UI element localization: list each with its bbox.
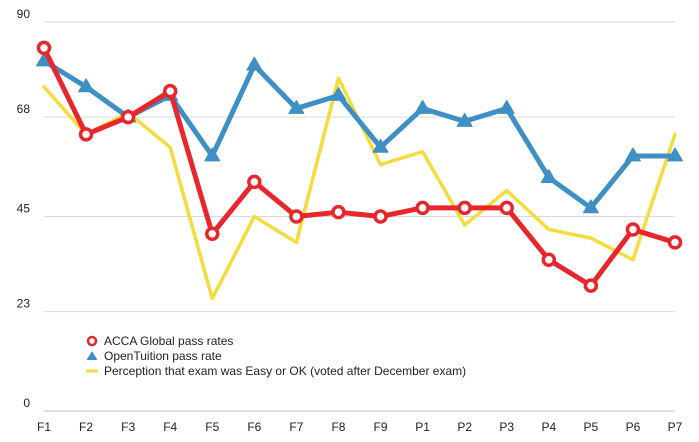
data-point-circle bbox=[499, 200, 514, 216]
y-tick-label: 0 bbox=[23, 396, 30, 410]
x-tick-label: P1 bbox=[415, 420, 430, 434]
x-tick-label: P4 bbox=[541, 420, 556, 434]
data-point-triangle bbox=[246, 56, 263, 71]
data-point-circle bbox=[667, 235, 683, 250]
data-point-triangle bbox=[498, 99, 515, 114]
x-tick-label: F3 bbox=[121, 420, 135, 434]
data-point-circle bbox=[78, 127, 94, 142]
legend-item: ACCA Global pass rates bbox=[86, 334, 233, 348]
data-point-circle bbox=[205, 226, 220, 242]
x-tick-label: F2 bbox=[79, 420, 93, 434]
data-point-triangle bbox=[78, 78, 95, 93]
data-point-triangle bbox=[204, 147, 221, 162]
x-tick-label: P7 bbox=[668, 420, 683, 434]
data-point-triangle bbox=[414, 99, 431, 114]
x-tick-label: F4 bbox=[163, 420, 177, 434]
data-point-triangle bbox=[667, 147, 683, 162]
y-tick-label: 45 bbox=[17, 202, 31, 216]
data-point-triangle bbox=[372, 138, 389, 153]
series-line bbox=[41, 58, 678, 211]
data-point-circle bbox=[247, 174, 262, 190]
x-tick-label: F1 bbox=[37, 420, 51, 434]
data-point-triangle bbox=[330, 86, 347, 101]
y-axis-ticks: 0 23 45 68 90 bbox=[17, 7, 31, 410]
data-point-triangle bbox=[456, 112, 473, 127]
x-tick-label: F9 bbox=[374, 420, 388, 434]
data-point-triangle bbox=[540, 169, 557, 184]
data-point-circle bbox=[415, 200, 430, 216]
x-tick-label: F8 bbox=[331, 420, 345, 434]
series-acca-global bbox=[36, 40, 683, 293]
data-point-triangle bbox=[288, 99, 305, 114]
data-point-circle bbox=[162, 83, 178, 99]
x-tick-label: F6 bbox=[247, 420, 261, 434]
data-point-circle bbox=[625, 222, 641, 237]
data-point-triangle bbox=[582, 199, 599, 214]
data-point-circle bbox=[583, 278, 599, 293]
x-tick-label: F5 bbox=[205, 420, 219, 434]
legend-item: Perception that exam was Easy or OK (vot… bbox=[86, 364, 466, 378]
data-point-circle bbox=[120, 109, 136, 125]
y-tick-label: 23 bbox=[17, 297, 31, 311]
legend-item: OpenTuition pass rate bbox=[86, 349, 222, 363]
x-tick-label: P2 bbox=[457, 420, 472, 434]
data-point-circle bbox=[373, 209, 388, 224]
legend-circle-icon bbox=[86, 335, 98, 347]
data-point-circle bbox=[331, 204, 346, 220]
x-tick-label: P6 bbox=[626, 420, 641, 434]
legend-label: Perception that exam was Easy or OK (vot… bbox=[104, 364, 466, 378]
legend-triangle-icon bbox=[86, 351, 98, 360]
data-point-circle bbox=[36, 40, 52, 56]
x-tick-label: P5 bbox=[584, 420, 599, 434]
data-point-circle bbox=[289, 209, 304, 224]
data-point-circle bbox=[457, 200, 472, 216]
series-opentuition bbox=[36, 52, 683, 214]
legend-label: ACCA Global pass rates bbox=[104, 334, 233, 348]
x-axis-ticks: F1 F2 F3 F4 F5 F6 F7 F8 F9 P1 P2 P3 P4 P5 P6 P7 bbox=[37, 420, 683, 434]
x-tick-label: F7 bbox=[289, 420, 303, 434]
y-tick-label: 68 bbox=[17, 102, 31, 116]
legend-label: OpenTuition pass rate bbox=[104, 349, 222, 363]
series-layer bbox=[36, 40, 683, 301]
y-tick-label: 90 bbox=[17, 7, 31, 21]
series-line bbox=[41, 45, 678, 289]
data-point-circle bbox=[541, 252, 557, 267]
data-point-triangle bbox=[624, 147, 641, 162]
x-tick-label: P3 bbox=[499, 420, 514, 434]
